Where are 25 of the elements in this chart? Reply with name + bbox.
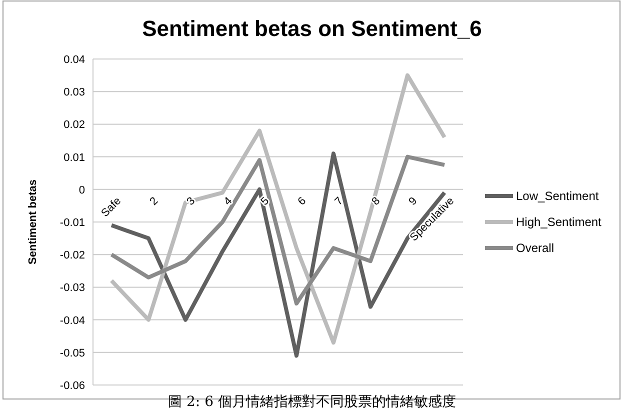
y-tick-label: 0.01 <box>64 152 85 164</box>
y-tick-label: -0.01 <box>60 217 85 229</box>
chart-title: Sentiment betas on Sentiment_6 <box>142 16 482 41</box>
legend-label: Overall <box>516 241 554 255</box>
y-tick-label: -0.05 <box>60 347 85 360</box>
y-tick-label: 0.03 <box>64 86 85 99</box>
y-tick-label: -0.02 <box>60 250 85 262</box>
y-tick-label: 0.04 <box>64 54 85 66</box>
legend-label: High_Sentiment <box>516 215 602 229</box>
x-tick-label: 7 <box>332 195 346 208</box>
x-tick-label: 5 <box>258 195 272 208</box>
x-tick-label: 6 <box>296 195 309 208</box>
x-tick-label: 3 <box>184 195 198 208</box>
x-tick-label: 4 <box>222 195 235 208</box>
legend-label: Low_Sentiment <box>516 189 600 203</box>
y-tick-label: 0 <box>78 184 85 196</box>
y-tick-label: -0.06 <box>60 380 85 392</box>
caption: 圖 2: 6 個月情緒指標對不同股票的情緒敏感度 <box>168 394 456 410</box>
x-tick-label: 8 <box>370 195 383 208</box>
y-tick-label: -0.03 <box>60 282 85 294</box>
y-tick-label: -0.04 <box>60 314 85 327</box>
x-tick-label: 2 <box>148 195 161 208</box>
y-tick-label: 0.02 <box>64 119 85 132</box>
x-tick-label: Safe <box>99 195 124 220</box>
y-axis-title: Sentiment betas <box>27 180 39 264</box>
